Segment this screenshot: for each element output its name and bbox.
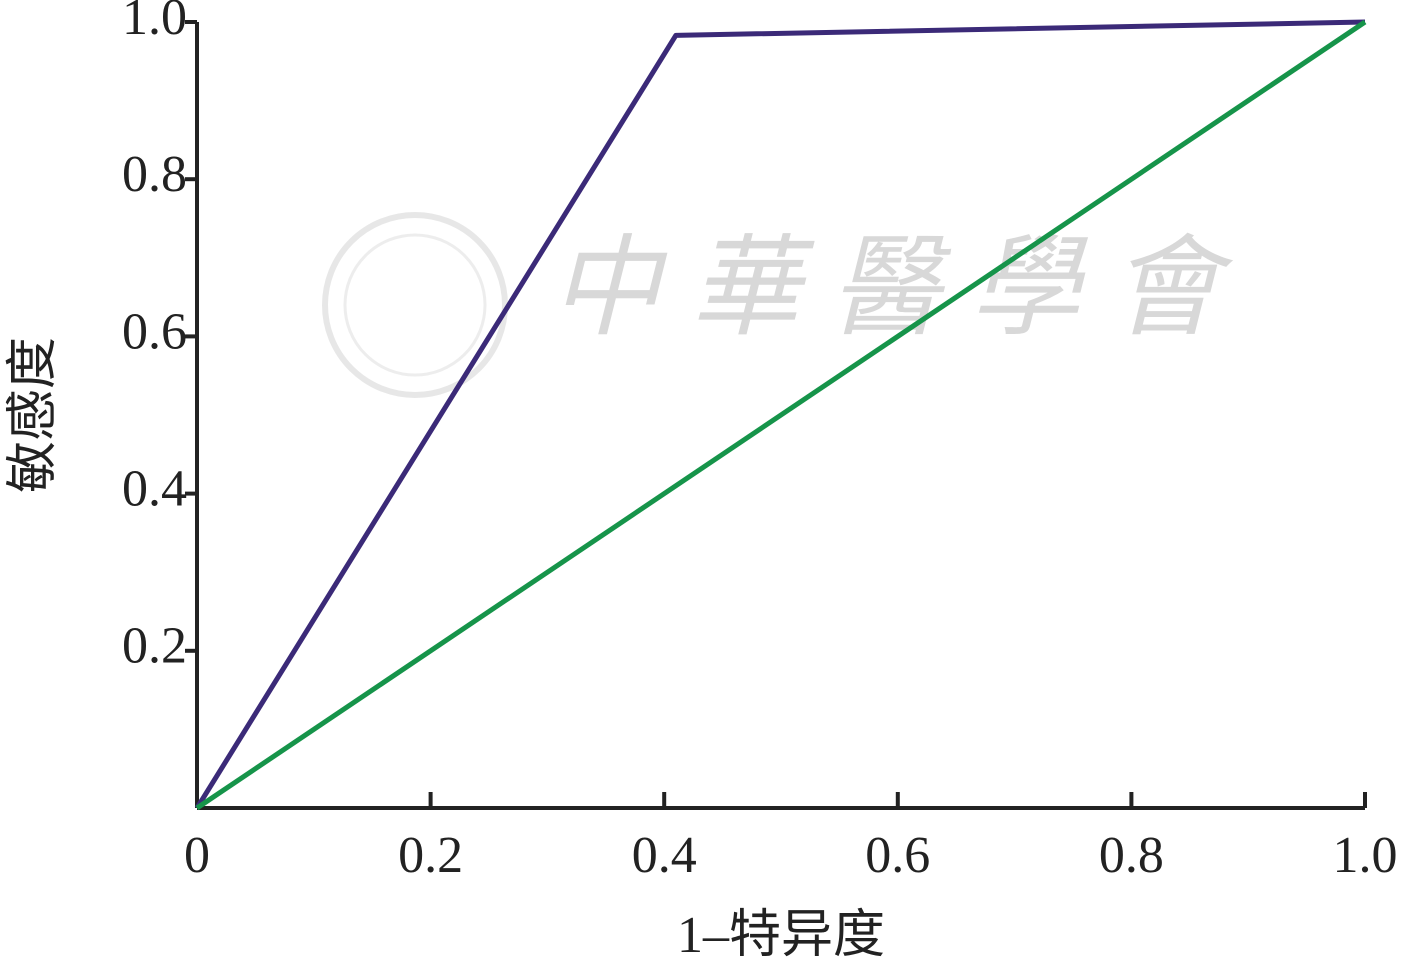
y-tick-label: 0.8: [122, 146, 187, 203]
x-tick-label: 0.2: [398, 827, 463, 884]
x-tick-label: 0.8: [1099, 827, 1164, 884]
y-tick-label: 0.4: [122, 461, 187, 518]
roc-line: [195, 19, 1367, 811]
x-tick-label: 0.6: [865, 827, 930, 884]
x-tick-label: 0: [184, 827, 210, 884]
y-axis-label: 敏感度: [5, 337, 62, 493]
y-tick-label: 1.0: [122, 0, 187, 46]
x-axis-label: 1–特异度: [677, 907, 885, 964]
y-tick-label: 0.6: [122, 303, 187, 360]
x-tick-label: 0.4: [632, 827, 697, 884]
y-tick-label: 0.2: [122, 618, 187, 675]
watermark: 中華醫學會: [550, 227, 1250, 349]
x-tick-label: 1.0: [1333, 827, 1398, 884]
watermark-seal: [322, 212, 508, 398]
roc-line: [194, 19, 1366, 810]
